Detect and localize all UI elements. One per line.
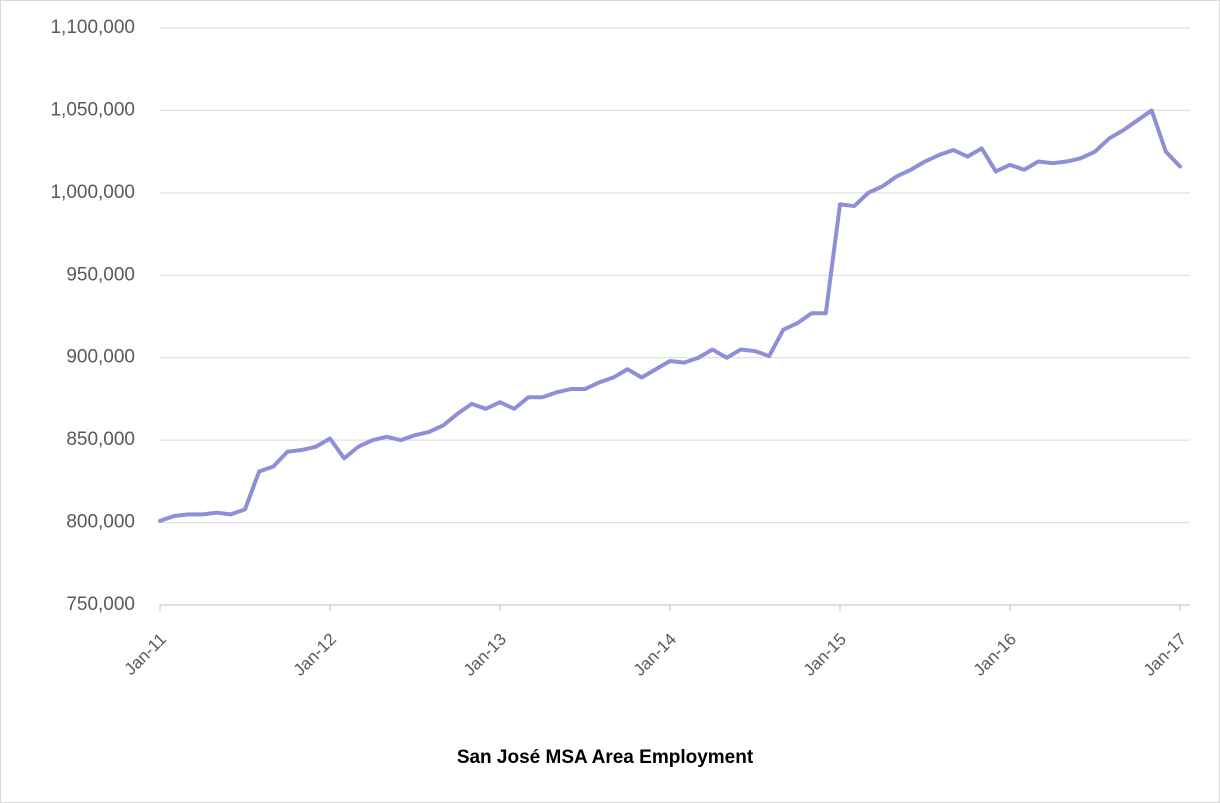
x-tick-label: Jan-15: [800, 630, 850, 680]
x-tick-label: Jan-14: [630, 630, 680, 680]
line-series: [158, 108, 1182, 523]
y-tick-label: 850,000: [66, 429, 135, 450]
y-tick-label: 1,100,000: [50, 17, 135, 38]
y-tick-label: 750,000: [66, 594, 135, 615]
y-tick-label: 800,000: [66, 512, 135, 533]
x-tick-label: Jan-12: [290, 630, 340, 680]
y-tick-label: 1,050,000: [50, 99, 135, 120]
y-tick-label: 900,000: [66, 347, 135, 368]
y-tick-label: 950,000: [66, 264, 135, 285]
x-tick-label: Jan-11: [121, 630, 170, 679]
x-tick-label: Jan-17: [1140, 630, 1190, 680]
x-tick-label: Jan-13: [460, 630, 510, 680]
x-tick-label: Jan-16: [970, 630, 1020, 680]
chart-title: San José MSA Area Employment: [457, 747, 754, 768]
y-tick-label: 1,000,000: [50, 182, 135, 203]
